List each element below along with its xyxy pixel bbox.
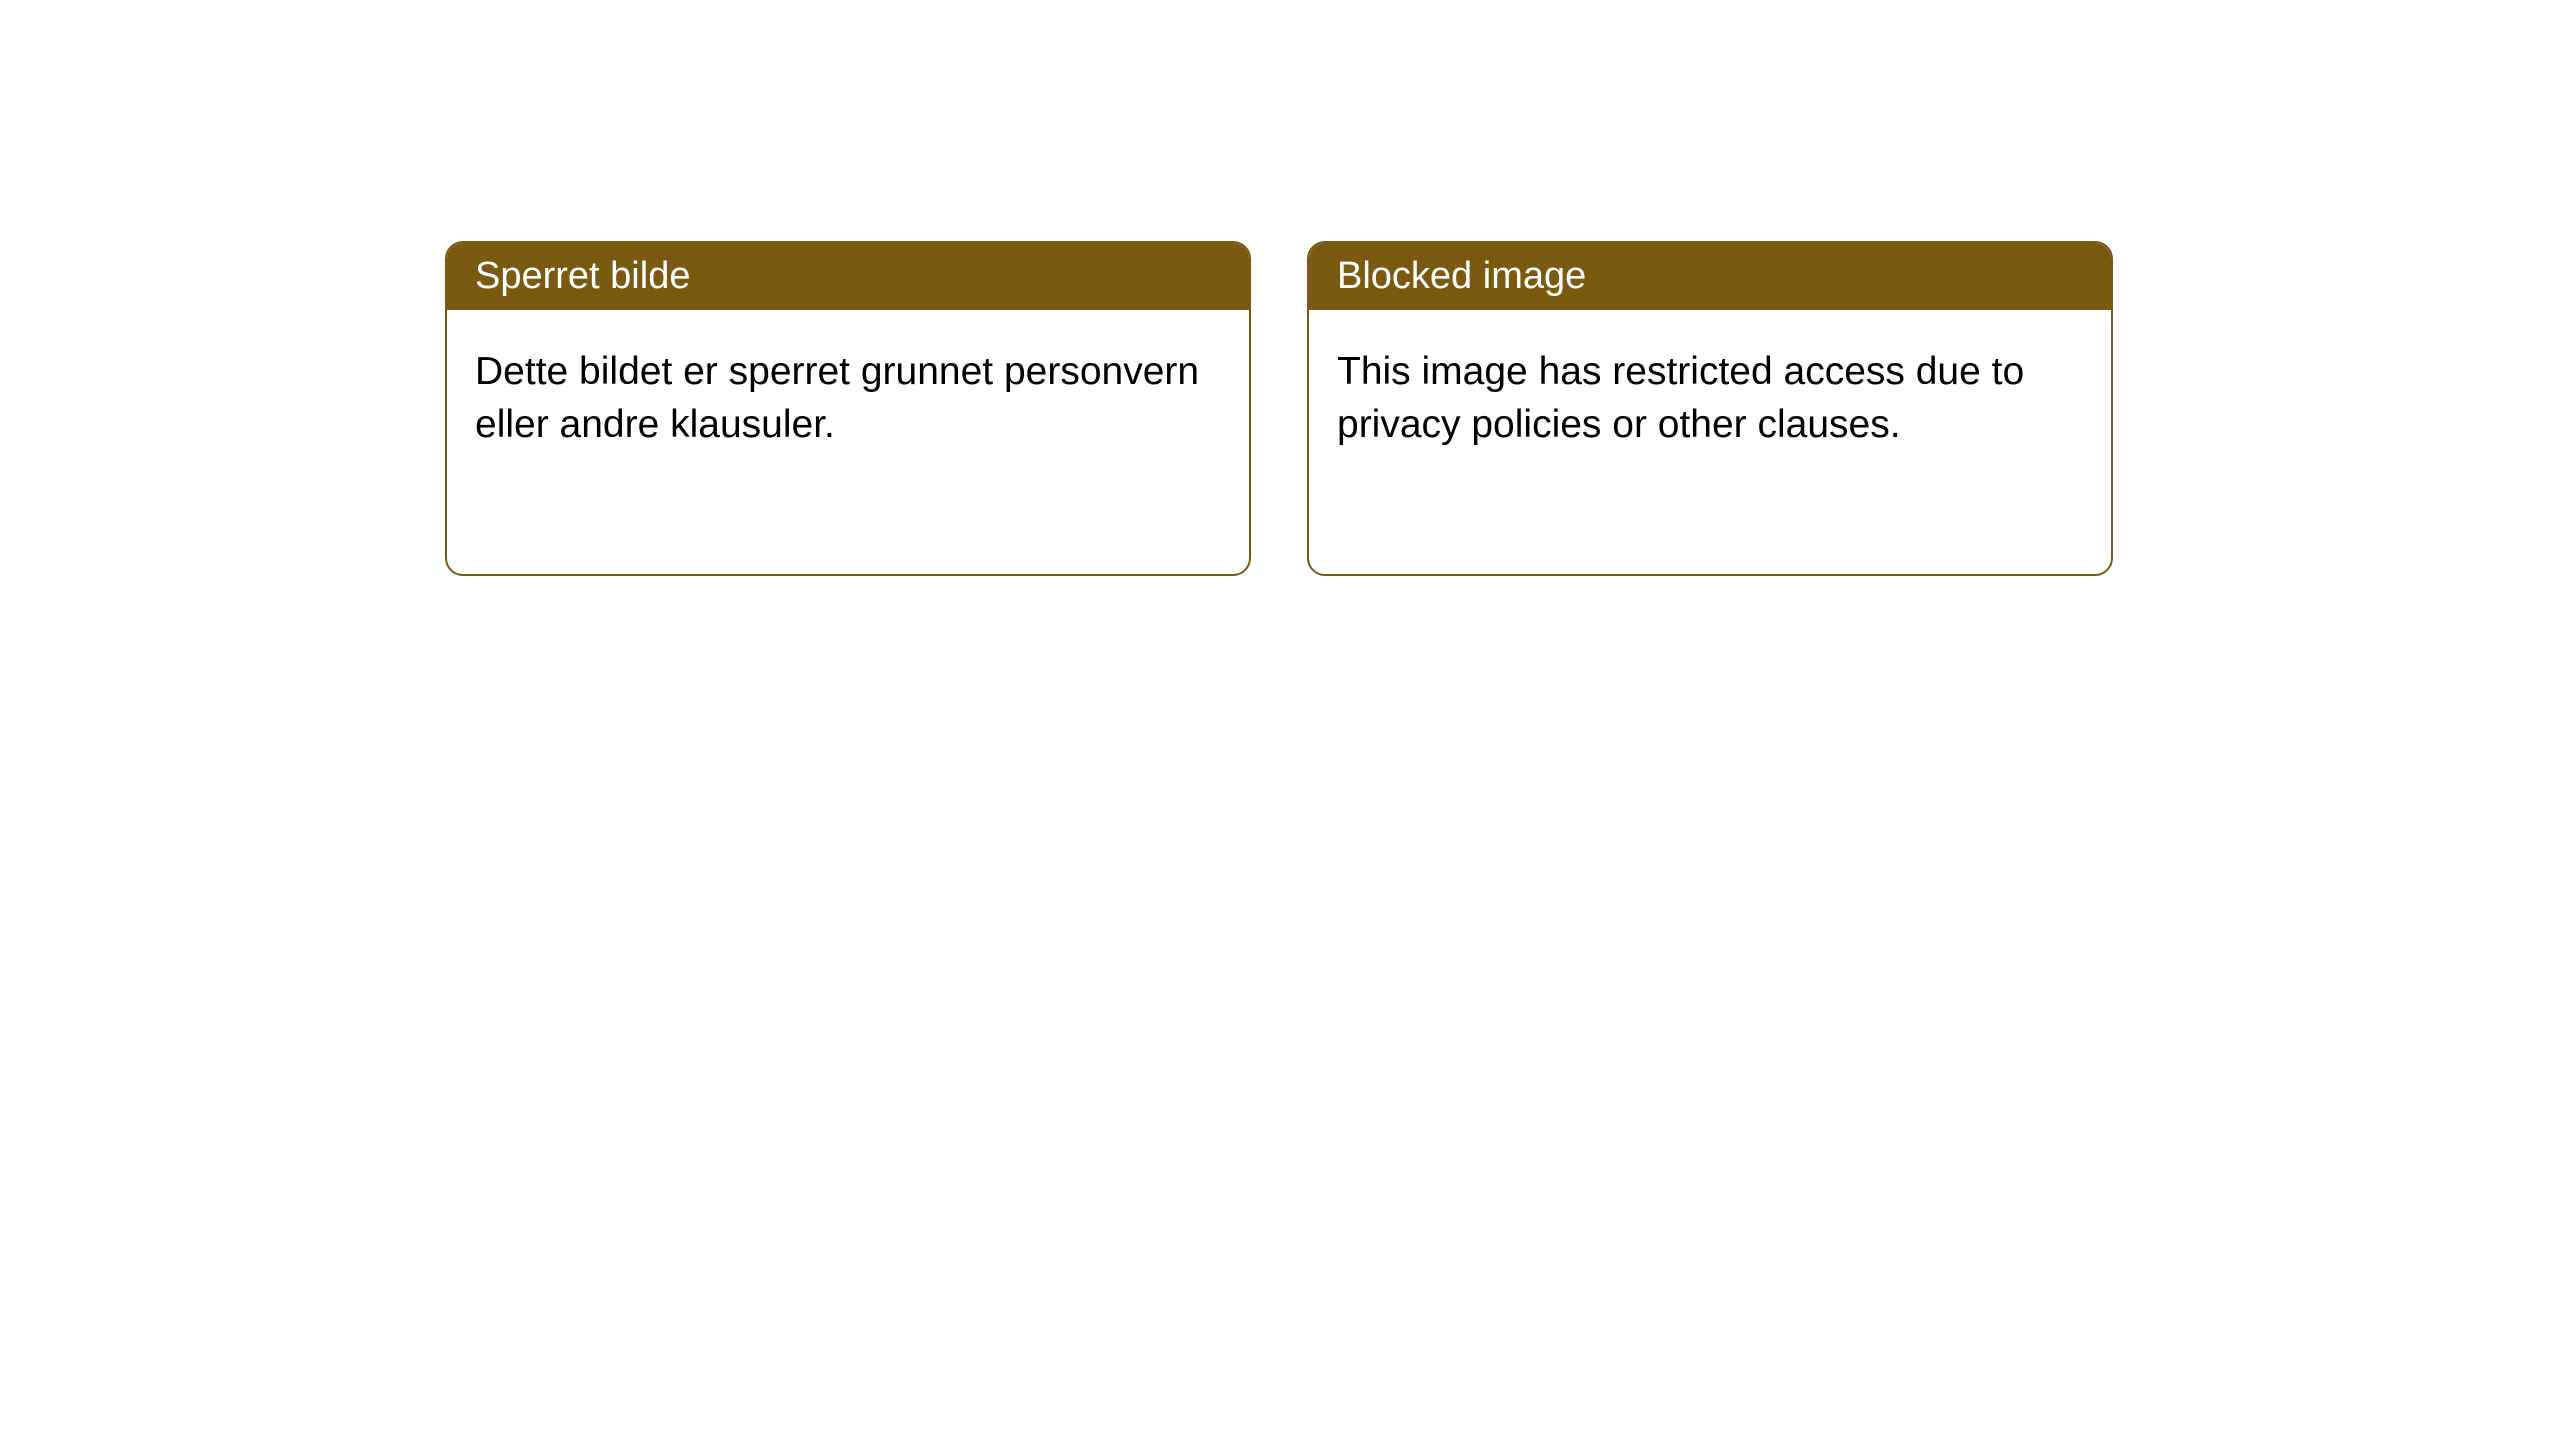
notice-container: Sperret bilde Dette bildet er sperret gr… — [445, 241, 2113, 576]
notice-card-norwegian: Sperret bilde Dette bildet er sperret gr… — [445, 241, 1251, 576]
notice-body-english: This image has restricted access due to … — [1309, 310, 2111, 487]
notice-card-english: Blocked image This image has restricted … — [1307, 241, 2113, 576]
notice-title-norwegian: Sperret bilde — [447, 243, 1249, 310]
notice-title-english: Blocked image — [1309, 243, 2111, 310]
notice-body-norwegian: Dette bildet er sperret grunnet personve… — [447, 310, 1249, 487]
